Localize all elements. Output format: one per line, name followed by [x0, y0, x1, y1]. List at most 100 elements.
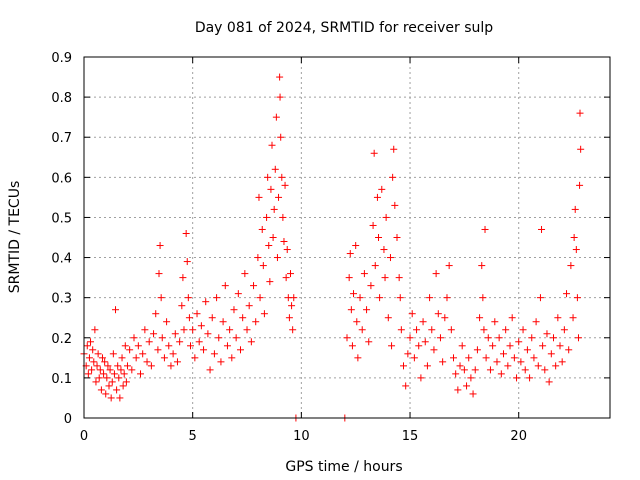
data-point [481, 225, 489, 233]
data-point [163, 318, 171, 326]
data-point [245, 302, 253, 310]
data-point [160, 354, 168, 362]
data-point [571, 205, 579, 213]
y-tick-label: 0.5 [51, 211, 72, 226]
data-point [121, 342, 129, 350]
data-point [396, 294, 404, 302]
data-point [572, 246, 580, 254]
data-point [109, 350, 117, 358]
data-point [178, 302, 186, 310]
y-tick-label: 0.6 [51, 171, 72, 186]
data-point [223, 342, 231, 350]
data-point [259, 262, 267, 270]
data-point [185, 314, 193, 322]
data-point [221, 282, 229, 290]
data-point [432, 270, 440, 278]
data-point [252, 318, 260, 326]
data-point [521, 366, 529, 374]
data-point [154, 346, 162, 354]
data-point [85, 354, 93, 362]
data-point [267, 185, 275, 193]
data-point [179, 274, 187, 282]
data-point [180, 326, 188, 334]
data-point [395, 274, 403, 282]
data-point [128, 366, 136, 374]
data-point [460, 366, 468, 374]
data-point [204, 330, 212, 338]
data-point [415, 342, 423, 350]
y-tick-label: 0.2 [51, 332, 72, 347]
y-tick-label: 0.3 [51, 292, 72, 307]
data-point [260, 310, 268, 318]
data-point [113, 386, 121, 394]
data-point [139, 350, 147, 358]
data-point [234, 290, 242, 298]
data-point [273, 254, 281, 262]
data-point [278, 173, 286, 181]
data-point [217, 358, 225, 366]
data-point [419, 318, 427, 326]
data-point [384, 314, 392, 322]
data-point [554, 314, 562, 322]
data-point [91, 326, 99, 334]
data-point [452, 370, 460, 378]
data-point [473, 346, 481, 354]
data-point [556, 342, 564, 350]
data-point [434, 310, 442, 318]
data-point [413, 326, 421, 334]
data-point [482, 354, 490, 362]
data-point [256, 294, 264, 302]
y-tick-label: 0.1 [51, 372, 72, 387]
data-point [506, 342, 514, 350]
data-point [390, 145, 398, 153]
data-point [281, 181, 289, 189]
data-point [410, 354, 418, 362]
data-point [219, 318, 227, 326]
data-point [560, 326, 568, 334]
data-point [268, 141, 276, 149]
data-point [290, 294, 298, 302]
data-point [254, 254, 262, 262]
data-point [94, 350, 102, 358]
data-point [467, 374, 475, 382]
data-point [123, 362, 131, 370]
data-point [236, 346, 244, 354]
data-point [95, 374, 103, 382]
data-point [570, 234, 578, 241]
data-point [116, 394, 124, 402]
data-point [184, 294, 192, 302]
data-point [114, 362, 122, 370]
data-point [230, 306, 238, 314]
data-point [538, 225, 546, 233]
data-point [465, 354, 473, 362]
data-point [241, 270, 249, 278]
data-point [167, 362, 175, 370]
data-point [406, 334, 414, 342]
data-point [454, 386, 462, 394]
data-point [443, 294, 451, 302]
data-point [375, 234, 383, 241]
data-point [141, 326, 149, 334]
data-point [495, 334, 503, 342]
data-point [569, 314, 577, 322]
data-point [347, 306, 355, 314]
data-point [247, 338, 255, 346]
data-point [272, 113, 280, 121]
data-point [173, 358, 181, 366]
data-point [421, 338, 429, 346]
data-point [271, 165, 279, 173]
data-point [549, 334, 557, 342]
data-point [373, 193, 381, 201]
data-point [350, 290, 358, 298]
data-point [489, 342, 497, 350]
data-point [120, 370, 128, 378]
x-tick-label: 20 [510, 429, 527, 444]
data-point [100, 370, 108, 378]
data-point [370, 149, 378, 157]
data-point [497, 370, 505, 378]
data-point [213, 294, 221, 302]
x-axis-label: GPS time / hours [285, 459, 402, 475]
data-point [574, 334, 582, 342]
y-tick-label: 0.9 [51, 51, 72, 66]
